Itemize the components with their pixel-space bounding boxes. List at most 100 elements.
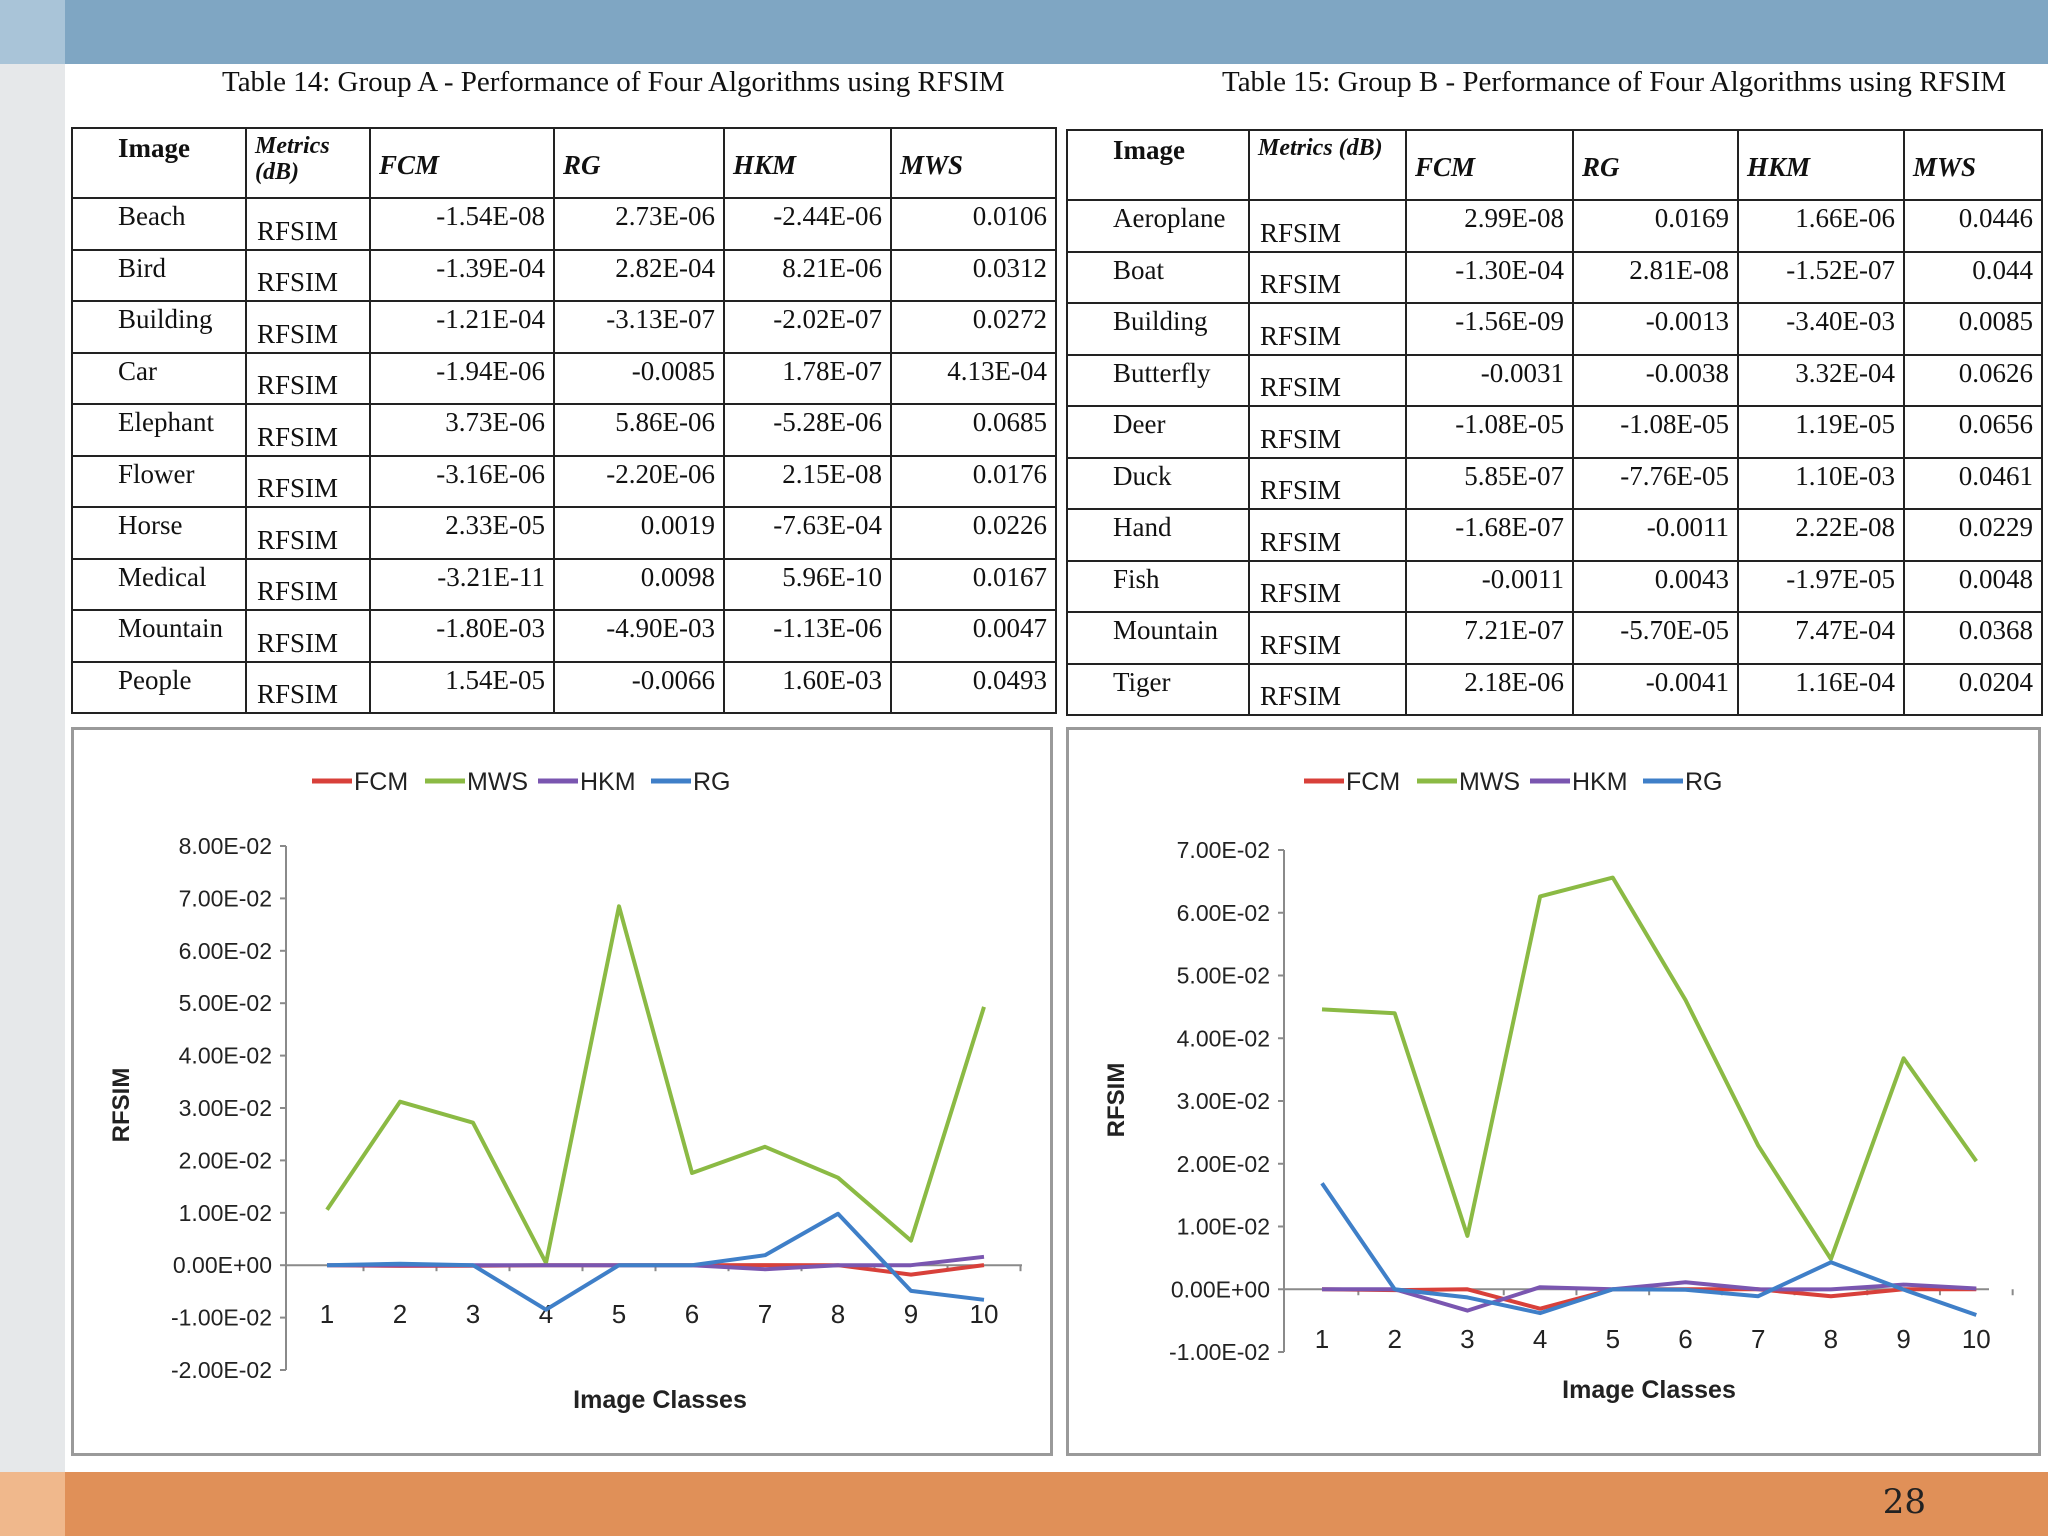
x-tick-label: 1 [1315, 1324, 1329, 1354]
chart-b: 7.00E-02 6.00E-02 5.00E-02 4.00E-02 3.00E-02… [1103, 768, 2014, 1404]
cell-metric: RFSIM [1248, 456, 1407, 510]
cell-rg: 2.73E-06 [553, 197, 725, 251]
cell-image: Boat [1066, 250, 1250, 304]
col-header-fcm: FCM [1405, 129, 1574, 201]
cell-fcm: -3.16E-06 [369, 454, 555, 508]
table-b-caption: Table 15: Group B - Performance of Four … [1222, 66, 2007, 98]
y-tick-label: 5.00E-02 [1177, 963, 1270, 989]
table-b-header-row: Image Metrics (dB) FCM RG HKM MWS [1066, 129, 2043, 201]
cell-fcm: -1.30E-04 [1405, 250, 1574, 304]
cell-image: Hand [1066, 508, 1250, 562]
table-row: Bird RFSIM -1.39E-04 2.82E-04 8.21E-06 0.0312 [71, 248, 1057, 302]
cell-mws: 0.0048 [1903, 559, 2043, 613]
y-axis-title: RFSIM [1103, 1063, 1130, 1138]
x-tick-label: 8 [831, 1299, 845, 1329]
x-tick-label: 7 [758, 1299, 772, 1329]
cell-hkm: 1.66E-06 [1737, 199, 1905, 253]
cell-metric: RFSIM [1248, 302, 1407, 356]
legend-label-fcm: FCM [1346, 768, 1400, 796]
legend-label-hkm: HKM [1572, 768, 1628, 796]
cell-image: Duck [1066, 456, 1250, 510]
cell-mws: 0.0461 [1903, 456, 2043, 510]
x-tick-label: 7 [1751, 1324, 1765, 1354]
series-line-mws [1321, 875, 1978, 1262]
cell-fcm: 3.73E-06 [369, 403, 555, 457]
cell-mws: 0.0167 [890, 557, 1057, 611]
col-header-mws: MWS [890, 127, 1057, 199]
cell-image: Building [1066, 302, 1250, 356]
cell-hkm: -5.28E-06 [723, 403, 892, 457]
legend-label-hkm: HKM [580, 768, 636, 796]
cell-hkm: -7.63E-04 [723, 506, 892, 560]
cell-image: Mountain [1066, 611, 1250, 665]
cell-rg: -2.20E-06 [553, 454, 725, 508]
x-tick-label: 5 [1606, 1324, 1620, 1354]
cell-mws: 0.0493 [890, 660, 1057, 714]
y-tick-label: -1.00E-02 [171, 1305, 272, 1331]
bottom-banner-accent [0, 1472, 65, 1536]
legend-label-rg: RG [1685, 768, 1723, 796]
cell-mws: 0.0446 [1903, 199, 2043, 253]
cell-rg: 2.82E-04 [553, 248, 725, 302]
cell-hkm: 1.19E-05 [1737, 405, 1905, 459]
cell-metric: RFSIM [245, 609, 371, 663]
cell-fcm: 1.54E-05 [369, 660, 555, 714]
y-tick-label: 2.00E-02 [179, 1147, 272, 1173]
cell-image: Fish [1066, 559, 1250, 613]
legend-label-rg: RG [693, 768, 731, 796]
x-tick-label: 6 [685, 1299, 699, 1329]
y-tick-label: -1.00E-02 [1169, 1339, 1270, 1365]
cell-rg: 2.81E-08 [1572, 250, 1739, 304]
cell-hkm: -1.13E-06 [723, 609, 892, 663]
y-axis-title: RFSIM [108, 1068, 135, 1143]
series-line-rg [1320, 1182, 1977, 1317]
cell-fcm: -3.21E-11 [369, 557, 555, 611]
chart-a-panel: 8.00E-02 7.00E-02 6.00E-02 5.00E-02 4.00E-02… [71, 727, 1053, 1456]
table-row: Duck RFSIM 5.85E-07 -7.76E-05 1.10E-03 0.0461 [1066, 456, 2043, 510]
top-banner-accent [0, 0, 65, 64]
cell-mws: 0.0685 [890, 403, 1057, 457]
cell-mws: 0.0047 [890, 609, 1057, 663]
legend-label-mws: MWS [467, 768, 528, 796]
cell-metric: RFSIM [245, 660, 371, 714]
y-tick-label: 7.00E-02 [179, 885, 272, 911]
cell-metric: RFSIM [245, 506, 371, 560]
bottom-banner [0, 1472, 2048, 1536]
cell-mws: 0.0626 [1903, 353, 2043, 407]
col-header-image: Image [1066, 129, 1250, 201]
y-tick-label: 6.00E-02 [179, 938, 272, 964]
cell-image: Car [71, 351, 247, 405]
x-tick-label: 3 [466, 1299, 480, 1329]
cell-fcm: 2.99E-08 [1405, 199, 1574, 253]
cell-rg: 0.0169 [1572, 199, 1739, 253]
cell-hkm: -1.97E-05 [1737, 559, 1905, 613]
table-row: People RFSIM 1.54E-05 -0.0066 1.60E-03 0.0493 [71, 660, 1057, 714]
slide-number: 28 [1882, 1482, 1926, 1522]
cell-metric: RFSIM [1248, 199, 1407, 253]
col-header-hkm: HKM [723, 127, 892, 199]
cell-image: Medical [71, 557, 247, 611]
cell-metric: RFSIM [245, 557, 371, 611]
cell-mws: 0.0226 [890, 506, 1057, 560]
col-header-metrics: Metrics (dB) [1248, 129, 1407, 201]
cell-rg: -7.76E-05 [1572, 456, 1739, 510]
table-a-caption: Table 14: Group A - Performance of Four … [222, 66, 1005, 98]
cell-rg: -0.0085 [553, 351, 725, 405]
cell-mws: 0.0312 [890, 248, 1057, 302]
y-tick-label: -2.00E-02 [171, 1357, 272, 1383]
x-tick-label: 9 [904, 1299, 918, 1329]
y-tick-label: 3.00E-02 [1177, 1088, 1270, 1114]
cell-fcm: -1.80E-03 [369, 609, 555, 663]
y-tick-label: 4.00E-02 [1177, 1025, 1270, 1051]
cell-mws: 0.0106 [890, 197, 1057, 251]
cell-image: Elephant [71, 403, 247, 457]
cell-fcm: -1.54E-08 [369, 197, 555, 251]
table-row: Butterfly RFSIM -0.0031 -0.0038 3.32E-04 0.06… [1066, 353, 2043, 407]
col-header-hkm: HKM [1737, 129, 1905, 201]
chart-a: 8.00E-02 7.00E-02 6.00E-02 5.00E-02 4.00E-02… [108, 768, 1022, 1414]
col-header-fcm: FCM [369, 127, 555, 199]
x-axis-title: Image Classes [1562, 1376, 1736, 1404]
legend-label-fcm: FCM [354, 768, 408, 796]
y-tick-label: 1.00E-02 [1177, 1214, 1270, 1240]
table-row: Fish RFSIM -0.0011 0.0043 -1.97E-05 0.0048 [1066, 559, 2043, 613]
